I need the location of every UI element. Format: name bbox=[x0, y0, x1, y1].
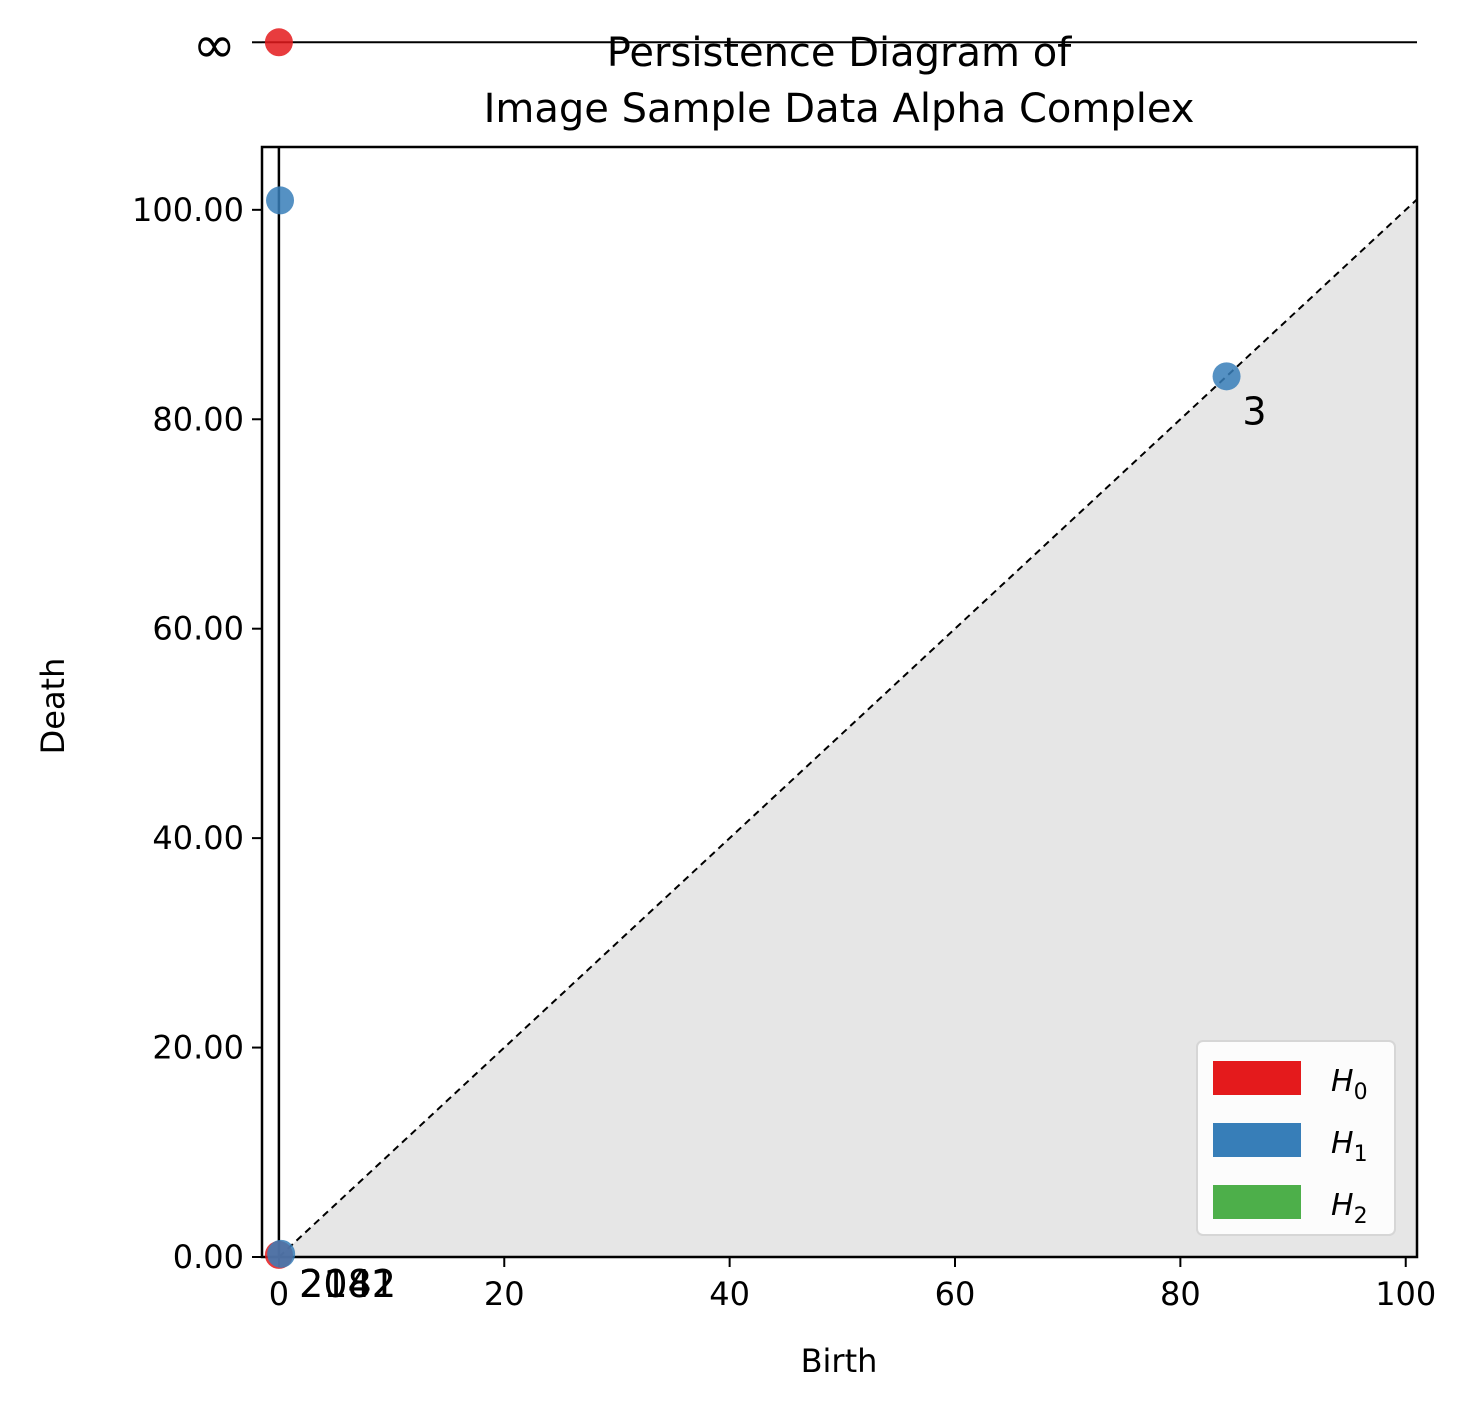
point-h1 bbox=[266, 186, 295, 215]
chart-title: Persistence Diagram of Image Sample Data… bbox=[484, 30, 1195, 132]
x-axis-label: Birth bbox=[801, 1342, 878, 1380]
diagonal-shaded-region bbox=[278, 199, 1417, 1257]
legend-label-h1: H1 bbox=[1331, 1126, 1368, 1167]
chart-title-line-2: Image Sample Data Alpha Complex bbox=[484, 86, 1195, 132]
y-tick-label: 40.00 bbox=[152, 819, 244, 857]
y-tick-label: 80.00 bbox=[152, 400, 244, 438]
y-tick-label: 0.00 bbox=[173, 1238, 244, 1276]
x-tick-label: 0 bbox=[269, 1275, 289, 1313]
point-annotation: 2041 bbox=[299, 1262, 396, 1306]
point-h1 bbox=[1212, 362, 1241, 391]
legend-swatch-h1 bbox=[1213, 1123, 1301, 1157]
infinity-tick-label: ∞ bbox=[193, 15, 236, 75]
x-tick-label: 80 bbox=[1160, 1275, 1201, 1313]
point-h0 bbox=[264, 28, 293, 57]
x-tick-label: 40 bbox=[709, 1275, 750, 1313]
plot-frame bbox=[260, 145, 1419, 1259]
x-tick-label: 100 bbox=[1375, 1275, 1436, 1313]
y-axis-label: Death bbox=[34, 658, 72, 755]
y-tick-label: 60.00 bbox=[152, 610, 244, 648]
legend-label-h0: H0 bbox=[1331, 1064, 1368, 1105]
plot-area: 0 20 40 60 80 100 0.00 20.00 40.00 60.00 80.00 100.… bbox=[132, 15, 1436, 1313]
point-annotation: 2182 bbox=[299, 1262, 396, 1306]
y-tick-label: 20.00 bbox=[152, 1029, 244, 1067]
legend-swatch-h2 bbox=[1213, 1185, 1301, 1219]
x-tick-label: 20 bbox=[484, 1275, 525, 1313]
diagonal-line bbox=[278, 198, 1418, 1258]
y-tick-label: 100.00 bbox=[132, 191, 244, 229]
x-tick-label: 60 bbox=[935, 1275, 976, 1313]
point-h1 bbox=[267, 1239, 296, 1268]
point-annotation: 3 bbox=[1242, 390, 1266, 434]
legend-swatch-h0 bbox=[1213, 1061, 1301, 1095]
legend-label-h2: H2 bbox=[1331, 1188, 1368, 1229]
chart-title-line-1: Persistence Diagram of bbox=[607, 30, 1072, 76]
